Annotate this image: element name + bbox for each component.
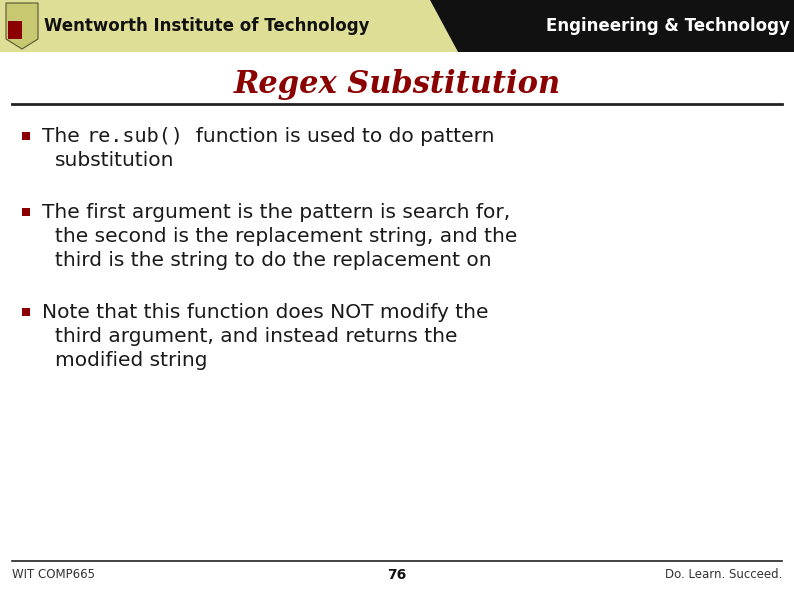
Bar <box>22 208 30 216</box>
Bar <box>22 21 36 39</box>
Text: the second is the replacement string, and the: the second is the replacement string, an… <box>55 227 518 246</box>
Text: The: The <box>42 127 86 146</box>
Text: modified string: modified string <box>55 351 207 370</box>
Text: third is the string to do the replacement on: third is the string to do the replacemen… <box>55 251 491 270</box>
Bar <box>22 308 30 316</box>
Bar <box>22 132 30 140</box>
Polygon shape <box>0 0 458 52</box>
Text: re.sub(): re.sub() <box>86 127 183 146</box>
Bar <box>8 21 22 39</box>
Polygon shape <box>430 0 794 52</box>
Text: function is used to do pattern: function is used to do pattern <box>183 127 495 146</box>
Text: substitution: substitution <box>55 151 175 170</box>
Text: The first argument is the pattern is search for,: The first argument is the pattern is sea… <box>42 203 511 222</box>
Text: WIT COMP665: WIT COMP665 <box>12 568 95 581</box>
Text: Wentworth Institute of Technology: Wentworth Institute of Technology <box>44 17 369 35</box>
Polygon shape <box>6 3 38 49</box>
Text: Do. Learn. Succeed.: Do. Learn. Succeed. <box>665 568 782 581</box>
Text: Regex Substitution: Regex Substitution <box>233 68 561 99</box>
Text: 76: 76 <box>387 568 407 582</box>
Text: Engineering & Technology: Engineering & Technology <box>546 17 790 35</box>
Text: Note that this function does NOT modify the: Note that this function does NOT modify … <box>42 303 488 322</box>
Text: third argument, and instead returns the: third argument, and instead returns the <box>55 327 457 346</box>
